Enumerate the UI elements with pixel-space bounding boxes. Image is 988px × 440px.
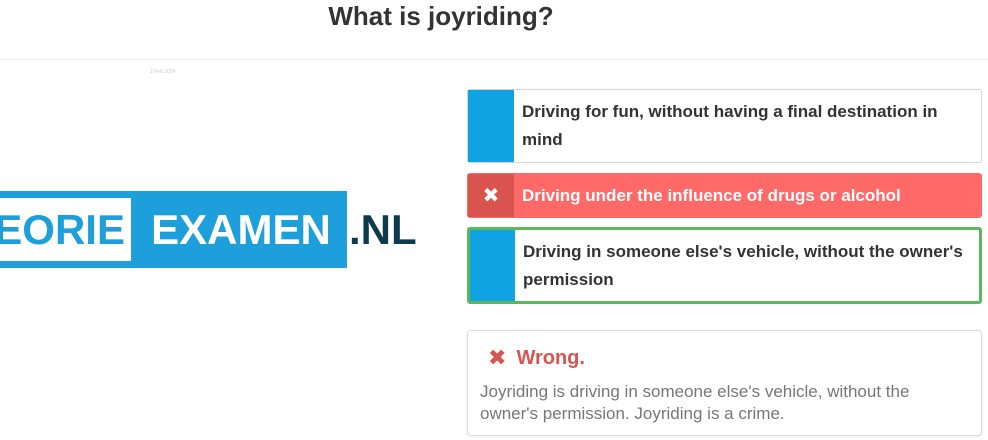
answer-option-1[interactable]: Driving for fun, without having a final … [467, 89, 982, 163]
wrong-mark-icon: ✖ [468, 174, 514, 217]
answer-marker [470, 230, 515, 301]
question-title: What is joyriding? [328, 1, 554, 31]
close-icon: ✖ [488, 345, 507, 370]
feedback-panel: ✖ Wrong. Joyriding is driving in someone… [467, 330, 982, 436]
logo-text-part2: EXAMEN [135, 191, 347, 268]
logo-tld: .NL [349, 206, 417, 253]
answer-text: Driving for fun, without having a final … [522, 102, 938, 149]
answer-text: Driving under the influence of drugs or … [522, 185, 901, 205]
feedback-status: ✖ Wrong. [488, 345, 585, 371]
header-divider [0, 59, 988, 60]
logo-text-part1: EORIE [0, 206, 125, 253]
feedback-status-text: Wrong. [516, 346, 585, 369]
answer-marker [468, 90, 514, 162]
logo-left-block: EORIE [0, 191, 135, 268]
feedback-explanation: Joyriding is driving in someone else's v… [480, 382, 910, 423]
answer-option-2[interactable]: ✖ Driving under the influence of drugs o… [467, 173, 982, 218]
answer-option-3[interactable]: Driving in someone else's vehicle, witho… [467, 227, 982, 304]
answer-text: Driving in someone else's vehicle, witho… [523, 241, 963, 289]
image-caption: 2 Feb 2024 [150, 69, 176, 75]
